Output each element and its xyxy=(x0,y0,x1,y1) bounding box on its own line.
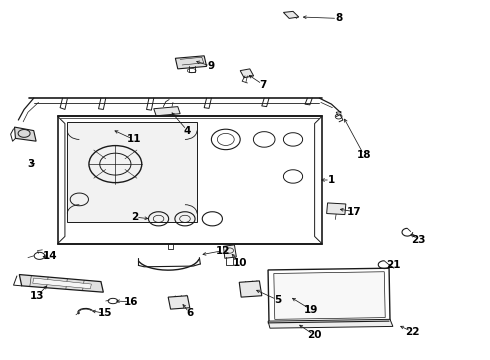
Polygon shape xyxy=(168,296,190,309)
Polygon shape xyxy=(33,278,91,289)
Polygon shape xyxy=(98,122,115,131)
Text: 14: 14 xyxy=(43,251,58,261)
Polygon shape xyxy=(19,275,103,292)
Polygon shape xyxy=(240,69,254,78)
Polygon shape xyxy=(239,281,262,297)
Polygon shape xyxy=(58,117,322,243)
Polygon shape xyxy=(268,319,393,328)
Polygon shape xyxy=(327,203,346,215)
Text: 4: 4 xyxy=(184,126,191,136)
Text: 10: 10 xyxy=(233,258,247,268)
Text: 19: 19 xyxy=(304,305,319,315)
Text: 13: 13 xyxy=(30,291,45,301)
Text: 16: 16 xyxy=(123,297,138,307)
Text: 2: 2 xyxy=(131,212,138,222)
Text: 17: 17 xyxy=(347,207,362,217)
Text: 3: 3 xyxy=(28,159,35,169)
Text: 22: 22 xyxy=(405,327,419,337)
Text: 7: 7 xyxy=(260,80,267,90)
Text: 5: 5 xyxy=(274,295,281,305)
Polygon shape xyxy=(274,272,385,319)
Text: 23: 23 xyxy=(412,235,426,245)
Polygon shape xyxy=(283,12,299,18)
Polygon shape xyxy=(268,268,390,323)
Polygon shape xyxy=(15,127,36,141)
Text: 6: 6 xyxy=(186,309,194,318)
Text: 20: 20 xyxy=(307,330,322,340)
Polygon shape xyxy=(223,245,236,258)
Polygon shape xyxy=(154,107,180,116)
Polygon shape xyxy=(67,122,197,222)
Text: 11: 11 xyxy=(126,134,141,144)
Text: 15: 15 xyxy=(98,309,112,318)
Text: 1: 1 xyxy=(328,175,335,185)
Text: 12: 12 xyxy=(216,246,231,256)
Polygon shape xyxy=(175,56,207,69)
Text: 8: 8 xyxy=(335,13,342,23)
Text: 21: 21 xyxy=(386,260,400,270)
Text: 9: 9 xyxy=(208,62,215,71)
Text: 18: 18 xyxy=(357,150,371,160)
